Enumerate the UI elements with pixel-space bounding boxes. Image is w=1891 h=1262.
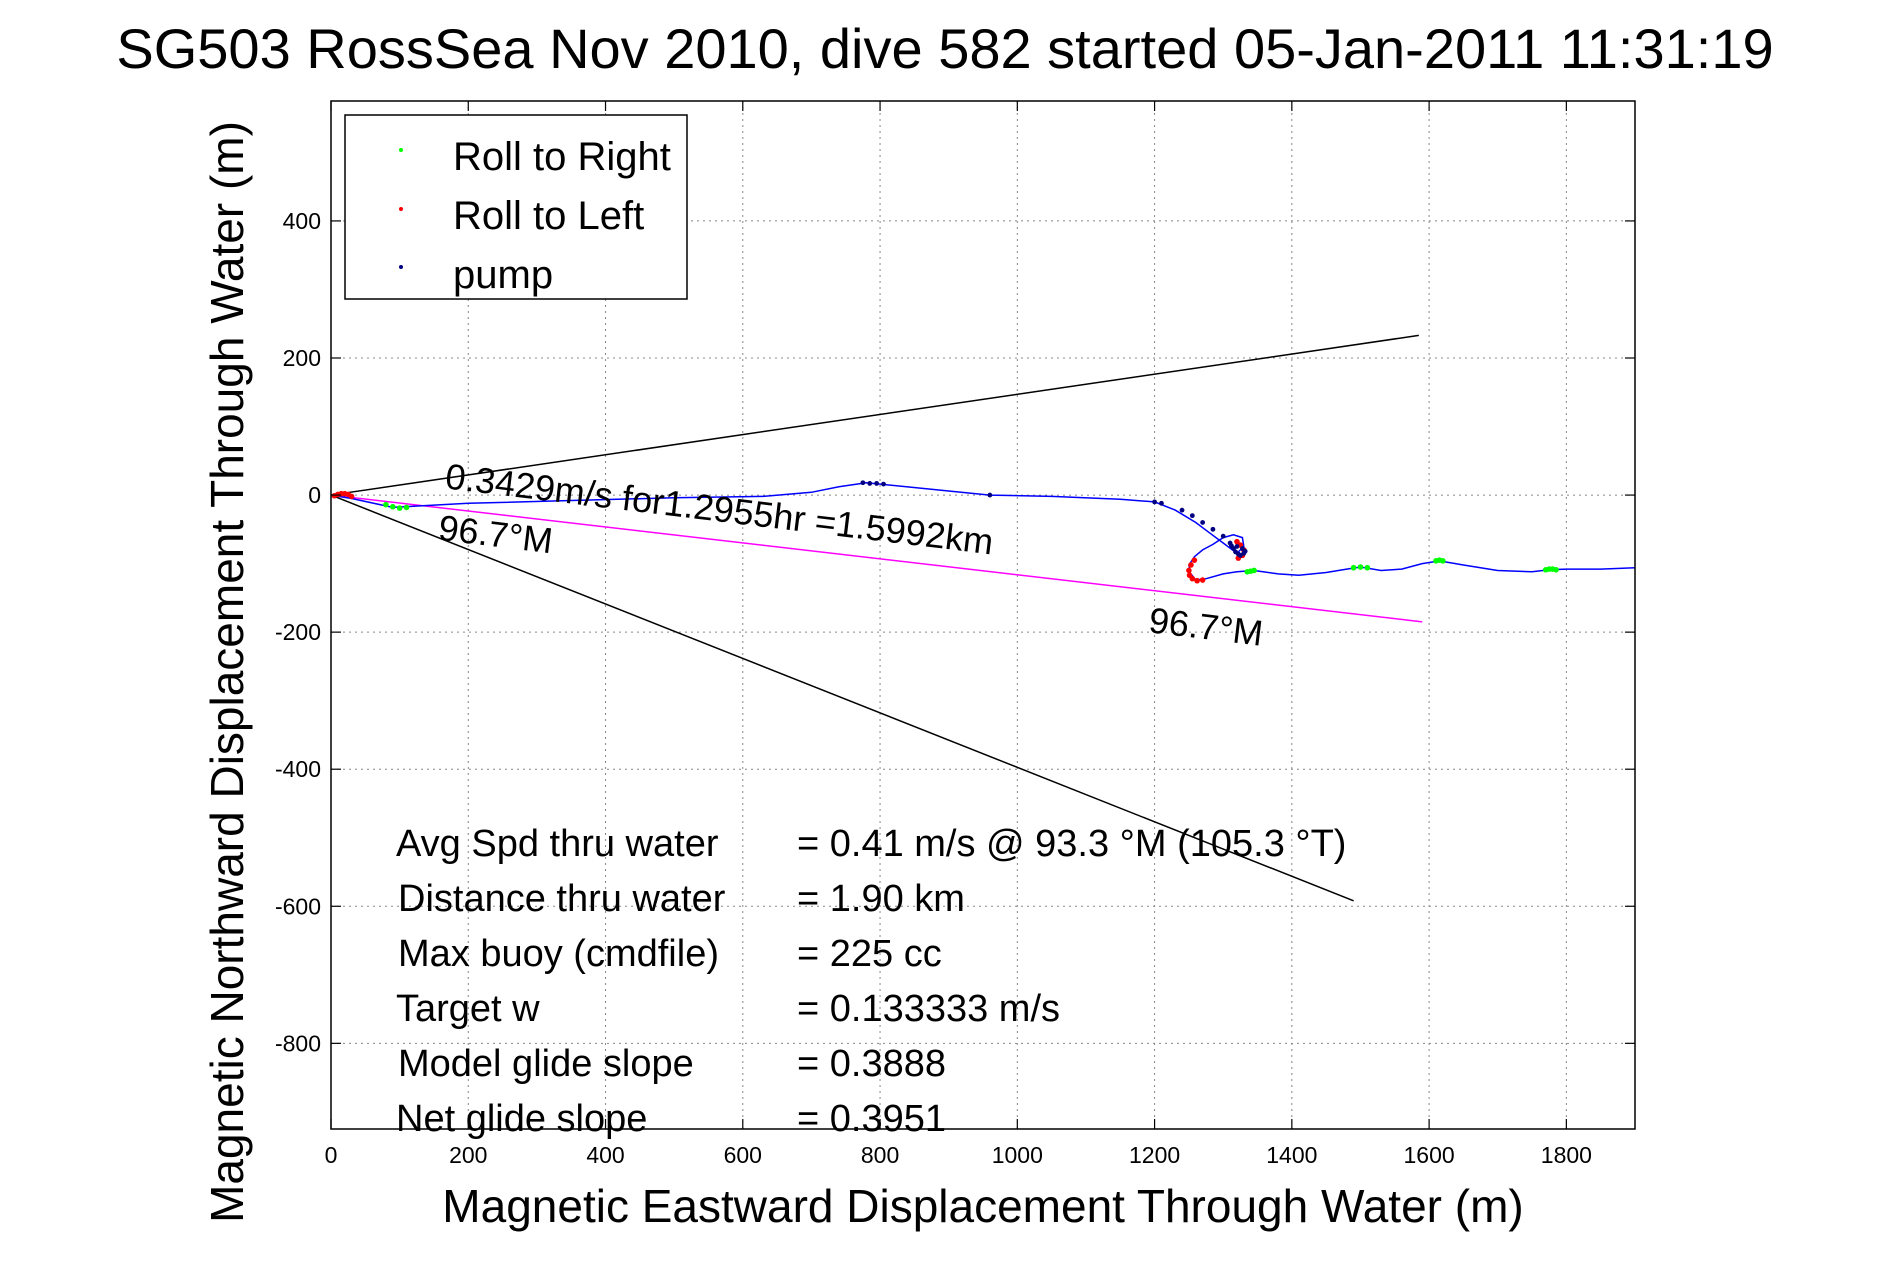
y-tick-label: -600 [275,893,321,919]
roll-right-point [1357,564,1364,570]
roll-right-point [403,504,410,511]
legend: Roll to Right Roll to Left pump [344,114,688,300]
stat-label-model-glide: Model glide slope [398,1043,694,1085]
reference-line-upper [330,334,1419,496]
legend-marker-roll-right [399,148,403,152]
pump-point [1234,544,1240,549]
roll-right-point [1350,564,1357,571]
stat-value-model-glide: = 0.3888 [797,1043,946,1085]
pump-point [1210,526,1216,532]
chart-title: SG503 RossSea Nov 2010, dive 582 started… [116,17,1773,80]
x-tick-label: 200 [449,1142,487,1168]
stat-value-target-w: = 0.133333 m/s [797,988,1060,1030]
legend-label-roll-right: Roll to Right [453,135,671,179]
pump-point [1200,520,1206,525]
roll-right-point [389,503,396,510]
pump-point [1179,507,1185,513]
x-tick-label: 0 [325,1142,338,1168]
stat-label-target-w: Target w [396,988,540,1030]
x-tick-label: 1000 [992,1142,1043,1168]
stat-label-avg-speed: Avg Spd thru water [396,823,719,865]
pump-point [1229,543,1234,549]
pump-point [881,481,886,487]
y-tick-label: 200 [283,345,321,371]
x-tick-label: 600 [724,1142,762,1168]
y-tick-label: -800 [275,1030,321,1056]
x-tick-label: 1200 [1129,1142,1180,1168]
x-tick-label: 1400 [1266,1142,1317,1168]
plot-frame [330,100,1636,1130]
y-tick-label: -200 [275,619,321,645]
pump-point [1189,513,1195,519]
roll-left-point [1234,538,1240,545]
roll-left-point [348,493,355,500]
dive-track-line [330,481,1636,581]
roll-left-point [1186,567,1192,574]
x-tick-label: 1800 [1541,1142,1592,1168]
pump-point [1159,500,1164,506]
legend-label-pump: pump [453,253,553,297]
x-tick-label: 800 [861,1142,899,1168]
stats-block: Avg Spd thru water = 0.41 m/s @ 93.3 °M … [396,823,1346,1140]
stat-label-net-glide: Net glide slope [396,1098,647,1140]
grid-lines [331,101,1635,1129]
reference-line-lower [330,494,1354,902]
roll-right-point [1251,567,1257,574]
pump-point [1152,499,1157,505]
legend-marker-roll-left [399,207,403,211]
pump-point [867,481,873,486]
y-tick-label: 0 [308,482,321,508]
pump-point [860,480,866,486]
y-axis-label: Magnetic Northward Displacement Through … [201,121,253,1223]
stat-label-distance: Distance thru water [398,878,726,920]
roll-right-point [1440,558,1446,564]
reference-line-heading [330,494,1423,623]
reference-lines [330,334,1423,902]
axis-ticks: 0 200 400 600 800 1000 1200 1400 1600 1800 -800 -60… [275,101,1635,1168]
roll-left-point [1188,562,1194,568]
stat-value-net-glide: = 0.3951 [797,1098,946,1140]
roll-left-point [1189,575,1196,582]
x-tick-label: 1600 [1404,1142,1455,1168]
roll-left-point [1194,577,1200,584]
x-axis-label: Magnetic Eastward Displacement Through W… [442,1180,1523,1232]
pump-point [987,492,993,498]
y-tick-label: -400 [275,756,321,782]
stat-value-distance: = 1.90 km [797,878,965,920]
stat-label-max-buoy: Max buoy (cmdfile) [398,933,719,975]
roll-left-point [1191,557,1198,563]
roll-right-point [1364,564,1371,571]
data-series [330,480,1636,584]
x-tick-label: 400 [586,1142,624,1168]
pump-point [1240,546,1245,551]
stat-value-max-buoy: = 225 cc [797,933,942,975]
pump-point [1220,533,1226,539]
stat-value-avg-speed: = 0.41 m/s @ 93.3 °M (105.3 °T) [797,823,1346,865]
roll-right-point [383,501,389,508]
legend-marker-pump [399,265,403,269]
pump-point [874,481,880,486]
y-tick-label: 400 [283,208,321,234]
legend-label-roll-left: Roll to Left [453,194,644,238]
roll-left-point [1199,577,1206,583]
roll-right-point [1553,566,1559,573]
roll-right-point [396,505,403,511]
